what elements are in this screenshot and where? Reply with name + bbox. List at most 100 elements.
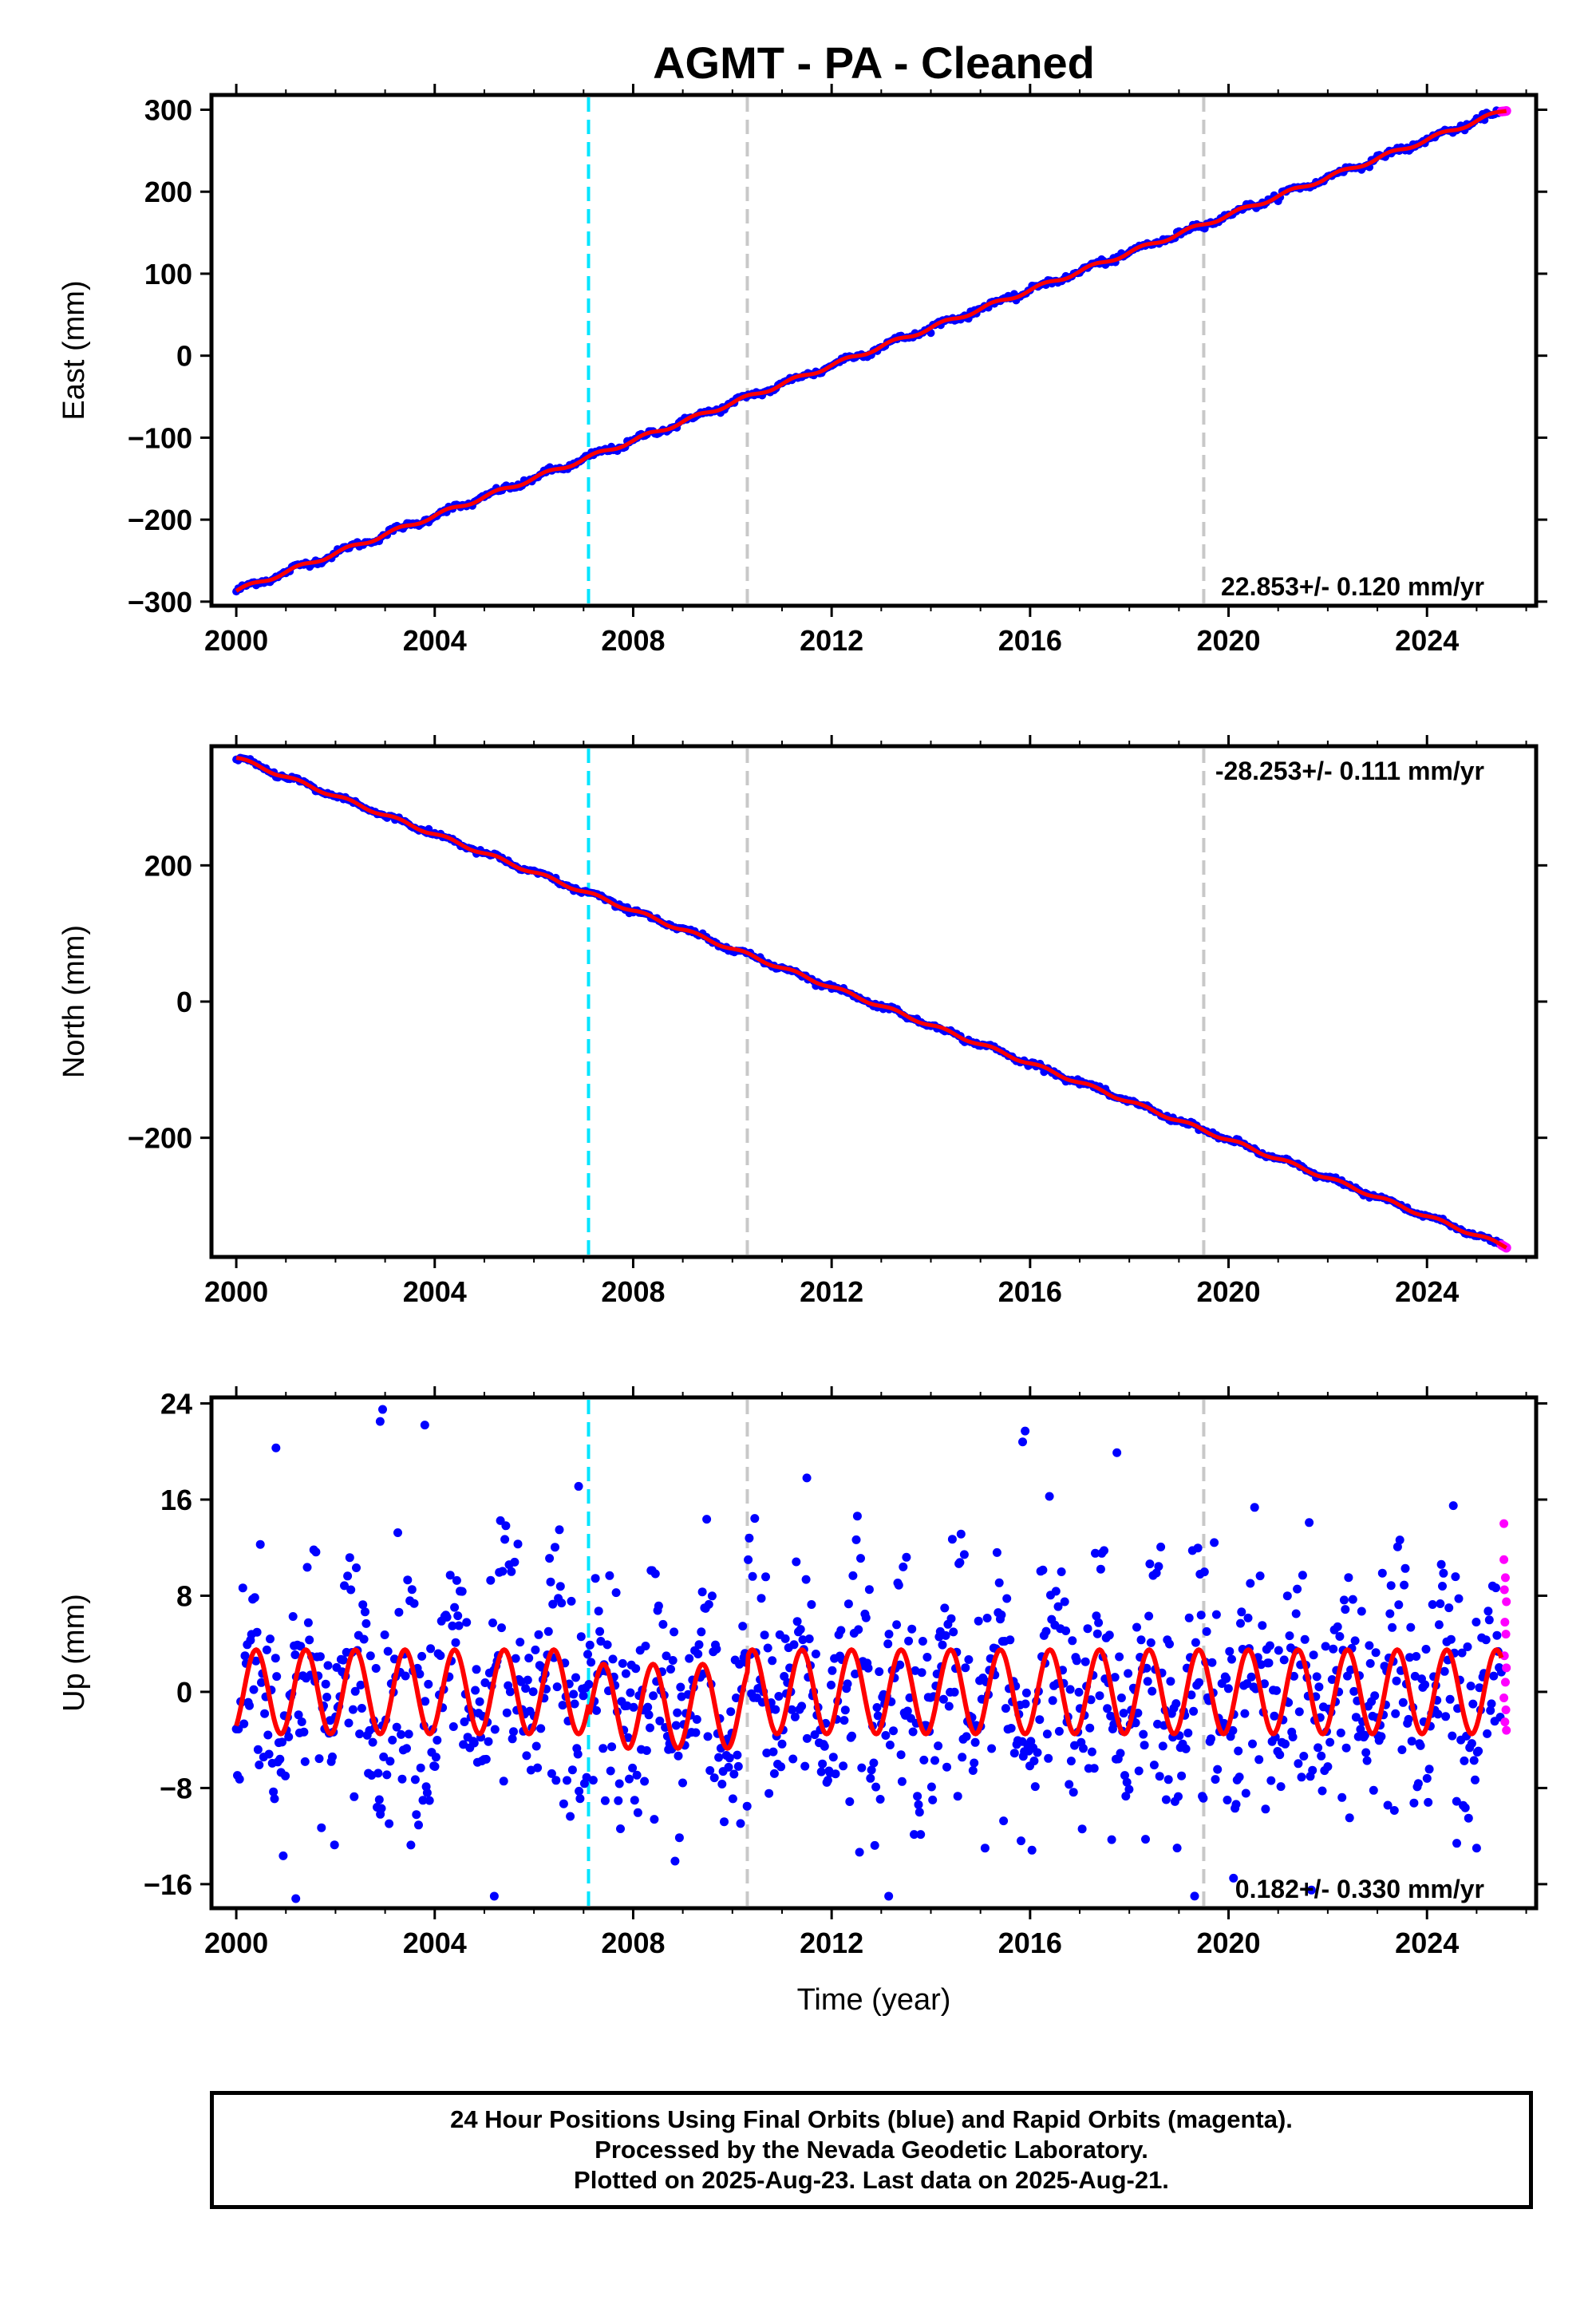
data-point-final [677, 1692, 686, 1701]
data-point-final [1333, 1622, 1342, 1631]
data-point-rapid [1502, 1597, 1511, 1607]
data-point-final [790, 1712, 800, 1721]
data-point-final [626, 1688, 635, 1697]
data-point-final [1070, 1741, 1079, 1750]
data-point-final [567, 1596, 576, 1606]
data-point-final [697, 1627, 706, 1637]
data-point-final [445, 1571, 455, 1580]
data-point-final [1451, 1572, 1460, 1582]
data-point-final [388, 1735, 397, 1745]
data-point-final [1428, 1600, 1437, 1609]
data-point-final [692, 1715, 701, 1724]
data-point-final [851, 1535, 861, 1544]
data-point-final [1213, 1765, 1223, 1774]
data-point-final [394, 1607, 404, 1617]
data-point-final [997, 1611, 1006, 1619]
data-point-final [598, 1744, 608, 1753]
data-point-final [1079, 1744, 1088, 1753]
y-tick-label: 200 [144, 849, 192, 882]
data-point-final [1211, 1610, 1221, 1619]
x-tick-label: 2000 [204, 1275, 268, 1308]
data-point-final [401, 1671, 410, 1681]
x-tick-label: 2004 [403, 1927, 467, 1959]
data-point-final [907, 1624, 917, 1634]
data-point-final [866, 1773, 875, 1783]
data-point-final [915, 1808, 924, 1817]
data-point-final [380, 1630, 389, 1639]
data-point-rapid [1499, 1519, 1509, 1528]
data-point-final [1365, 1641, 1374, 1650]
data-point-final [1095, 1691, 1104, 1701]
data-point-final [585, 1640, 595, 1650]
data-point-final [685, 1654, 694, 1663]
data-point-final [938, 1640, 947, 1650]
data-point-final [787, 1705, 796, 1714]
data-point-final [1444, 1603, 1454, 1613]
data-point-final [1344, 1573, 1353, 1583]
data-point-final [1172, 1844, 1182, 1853]
data-point-final [1145, 1559, 1155, 1569]
data-point-final [712, 1644, 721, 1654]
data-point-final [1116, 1694, 1126, 1702]
data-point-final [1116, 1749, 1125, 1758]
data-point-final [1317, 1751, 1326, 1761]
data-point-final [383, 1646, 393, 1656]
data-point-final [736, 1819, 745, 1828]
data-point-final [1491, 1583, 1500, 1593]
data-point-final [942, 1762, 951, 1772]
data-point-final [1266, 1776, 1276, 1785]
up-y-axis-label: Up (mm) [57, 1594, 91, 1712]
data-point-final [392, 1722, 401, 1732]
data-point-outlier [802, 1473, 812, 1483]
data-point-final [284, 1732, 294, 1741]
data-point-final [536, 1724, 546, 1733]
data-point-final [1163, 1775, 1173, 1784]
data-point-final [340, 1581, 349, 1591]
data-point-final [1124, 1669, 1133, 1678]
data-point-final [460, 1717, 469, 1726]
data-point-final [631, 1664, 641, 1674]
data-point-final [919, 1755, 929, 1765]
data-point-final [343, 1571, 353, 1581]
data-point-final [1191, 1638, 1200, 1647]
data-point-final [848, 1571, 858, 1580]
data-point-final [899, 1562, 908, 1571]
data-point-final [345, 1553, 354, 1563]
east-y-axis-label: East (mm) [57, 280, 91, 420]
data-point-final [452, 1575, 461, 1585]
data-point-final [278, 1737, 286, 1747]
data-point-final [576, 1632, 586, 1642]
data-point-final [1106, 1711, 1116, 1721]
data-point-final [374, 1795, 384, 1804]
data-point-final [1305, 1518, 1314, 1528]
data-point-final [1308, 1765, 1317, 1775]
data-point-final [1006, 1724, 1016, 1733]
data-point-final [777, 1739, 787, 1749]
model-fit-line [234, 1646, 1504, 1751]
x-tick-label: 2016 [998, 624, 1062, 657]
footer-line-3: Plotted on 2025-Aug-23. Last data on 202… [574, 2166, 1169, 2194]
footer-line-1: 24 Hour Positions Using Final Orbits (bl… [450, 2105, 1293, 2133]
data-point-final [757, 1594, 766, 1603]
data-point-final [317, 1823, 326, 1832]
data-point-final [296, 1642, 306, 1651]
data-point-final [847, 1731, 856, 1741]
data-point-final [970, 1758, 979, 1768]
data-point-final [796, 1625, 805, 1634]
data-point-final [238, 1583, 247, 1593]
data-point-final [768, 1656, 777, 1666]
data-point-final [1074, 1687, 1084, 1697]
x-axis-label: Time (year) [797, 1983, 951, 2017]
data-point-final [498, 1567, 508, 1576]
data-point-final [579, 1691, 588, 1701]
data-point-final [856, 1554, 865, 1563]
data-point-final [591, 1574, 600, 1583]
data-point-final [1290, 1671, 1298, 1681]
data-point-final [569, 1690, 579, 1699]
data-point-final [253, 1745, 263, 1754]
data-point-final [551, 1776, 561, 1785]
north-rate-label: -28.253+/- 0.111 mm/yr [1215, 757, 1484, 785]
data-point-final [769, 1769, 779, 1778]
data-point-final [481, 1754, 491, 1764]
data-point-final [1323, 1762, 1333, 1772]
